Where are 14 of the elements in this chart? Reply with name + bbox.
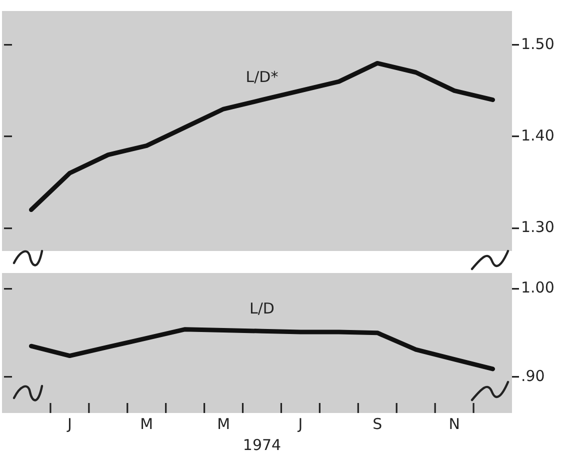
y-tick-label: 1.00 bbox=[521, 278, 554, 297]
x-axis-title: 1974 bbox=[242, 436, 282, 454]
x-tick-label: J bbox=[66, 414, 72, 433]
y-tick-label: .90 bbox=[521, 366, 545, 385]
x-tick-label: N bbox=[448, 414, 460, 433]
y-tick-label: 1.50 bbox=[521, 34, 554, 53]
x-tick-label: M bbox=[140, 414, 154, 433]
x-tick-label: J bbox=[297, 414, 303, 433]
x-tick-label: S bbox=[372, 414, 382, 433]
y-tick-label: 1.30 bbox=[521, 218, 554, 236]
series-label: L/D* bbox=[246, 68, 279, 86]
series-label: L/D bbox=[250, 300, 274, 318]
y-tick-label: 1.40 bbox=[521, 126, 554, 144]
x-tick-label: M bbox=[217, 414, 230, 433]
